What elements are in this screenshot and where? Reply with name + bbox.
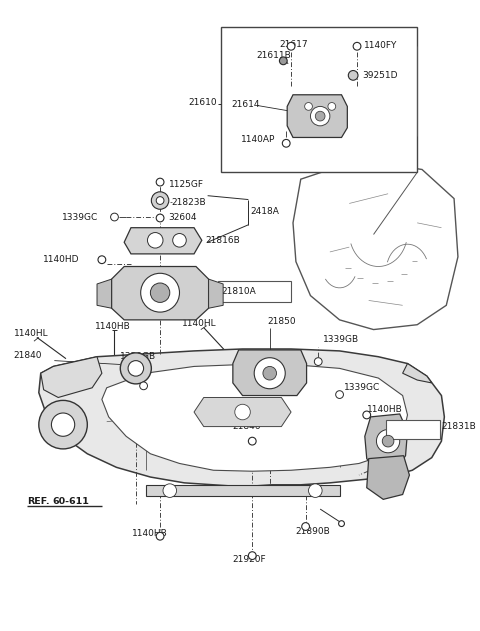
Circle shape <box>173 233 186 247</box>
Polygon shape <box>403 363 432 383</box>
Polygon shape <box>194 398 291 427</box>
Text: 21846: 21846 <box>233 422 261 431</box>
Circle shape <box>282 139 290 147</box>
Circle shape <box>147 233 163 248</box>
Polygon shape <box>124 228 202 254</box>
Circle shape <box>338 521 345 526</box>
Circle shape <box>156 178 164 186</box>
Circle shape <box>51 413 75 436</box>
Circle shape <box>248 437 256 445</box>
Circle shape <box>336 391 344 398</box>
Polygon shape <box>367 456 409 499</box>
Circle shape <box>128 360 144 376</box>
Circle shape <box>140 382 147 390</box>
Polygon shape <box>233 350 307 396</box>
Text: 1339GB: 1339GB <box>323 335 359 344</box>
Text: 21626: 21626 <box>388 425 417 434</box>
Circle shape <box>348 71 358 80</box>
Circle shape <box>156 533 164 540</box>
Polygon shape <box>209 279 223 308</box>
Text: 21611B: 21611B <box>256 52 291 61</box>
Polygon shape <box>41 357 102 398</box>
Circle shape <box>382 435 394 447</box>
Text: 21810A: 21810A <box>221 287 256 296</box>
Text: 21890B: 21890B <box>295 527 330 536</box>
Circle shape <box>263 367 276 380</box>
Text: 32604: 32604 <box>168 213 196 223</box>
Polygon shape <box>287 95 348 138</box>
Circle shape <box>328 103 336 110</box>
Bar <box>221 27 417 172</box>
Text: 1140HL: 1140HL <box>13 329 48 338</box>
Text: 1140HB: 1140HB <box>95 322 131 331</box>
Circle shape <box>287 42 295 50</box>
Text: 1125GF: 1125GF <box>169 180 204 189</box>
Text: 21823B: 21823B <box>172 198 206 207</box>
Text: 1339GB: 1339GB <box>120 352 156 361</box>
Circle shape <box>120 353 151 384</box>
Circle shape <box>235 404 250 420</box>
Circle shape <box>315 111 325 121</box>
Circle shape <box>98 256 106 264</box>
Text: 1140HL: 1140HL <box>182 319 217 328</box>
Circle shape <box>39 401 87 449</box>
Text: 1140FY: 1140FY <box>364 41 397 50</box>
Text: 21610: 21610 <box>188 98 217 107</box>
Bar <box>218 281 291 302</box>
Circle shape <box>156 214 164 222</box>
Circle shape <box>311 107 330 126</box>
Circle shape <box>254 358 285 389</box>
Circle shape <box>150 283 170 302</box>
Circle shape <box>363 411 371 419</box>
Circle shape <box>279 57 287 65</box>
Polygon shape <box>293 160 458 329</box>
Text: 2418A: 2418A <box>250 207 279 216</box>
Text: 1140HB: 1140HB <box>367 404 403 414</box>
Text: 21840: 21840 <box>13 351 42 360</box>
Text: 1140HB: 1140HB <box>132 529 168 538</box>
Circle shape <box>163 484 177 497</box>
Polygon shape <box>97 279 111 308</box>
Text: 21614: 21614 <box>231 100 259 109</box>
Text: REF.: REF. <box>27 497 50 506</box>
Text: 21617: 21617 <box>279 40 308 49</box>
Circle shape <box>151 192 169 209</box>
Circle shape <box>376 430 400 453</box>
Text: 1140HD: 1140HD <box>43 255 79 264</box>
Text: 60-611: 60-611 <box>52 497 89 506</box>
Polygon shape <box>111 266 209 320</box>
Circle shape <box>141 273 180 312</box>
Text: 21850: 21850 <box>268 317 297 326</box>
Bar <box>145 485 339 497</box>
Text: 1140AP: 1140AP <box>240 135 275 144</box>
Circle shape <box>248 551 256 560</box>
Text: 21920F: 21920F <box>233 555 266 564</box>
Polygon shape <box>102 365 408 471</box>
Circle shape <box>309 484 322 497</box>
Bar <box>386 420 440 439</box>
Circle shape <box>314 358 322 365</box>
Text: 1339GC: 1339GC <box>345 383 381 392</box>
Circle shape <box>305 103 312 110</box>
Text: 39251D: 39251D <box>362 71 397 80</box>
Polygon shape <box>365 414 408 472</box>
Text: 21831B: 21831B <box>442 422 476 431</box>
Circle shape <box>302 522 310 531</box>
Circle shape <box>353 42 361 50</box>
Text: 21816B: 21816B <box>206 236 240 245</box>
Circle shape <box>110 213 119 221</box>
Circle shape <box>156 197 164 204</box>
Polygon shape <box>39 349 444 487</box>
Text: 1339GC: 1339GC <box>62 213 98 221</box>
